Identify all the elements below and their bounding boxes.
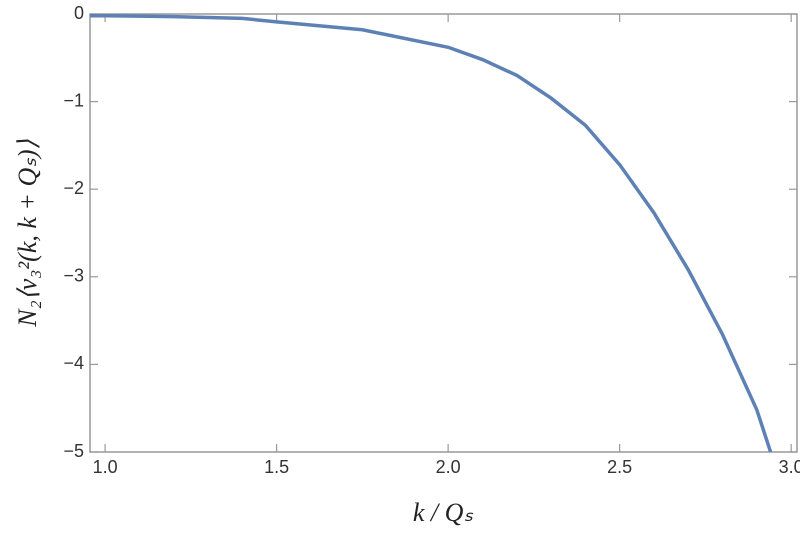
y-tick-label: −5 (63, 441, 84, 461)
y-tick-label: 0 (74, 3, 84, 23)
y-tick-label: −3 (63, 266, 84, 286)
x-tick-label: 1.5 (264, 457, 289, 477)
plot-frame (89, 13, 798, 453)
y-tick-label: −1 (63, 90, 84, 110)
y-axis-title: N₂⟨v₃²(k, k + Qₛ)⟩ (13, 139, 42, 327)
y-tick-label: −2 (63, 178, 84, 198)
x-tick-label: 2.5 (607, 457, 632, 477)
x-tick-label: 1.0 (93, 457, 118, 477)
x-axis-title: k / Qₛ (413, 498, 474, 527)
data-line (90, 14, 773, 452)
y-tick-label: −4 (63, 353, 84, 373)
x-tick-label: 2.0 (436, 457, 461, 477)
x-tick-label: 3.0 (779, 457, 800, 477)
